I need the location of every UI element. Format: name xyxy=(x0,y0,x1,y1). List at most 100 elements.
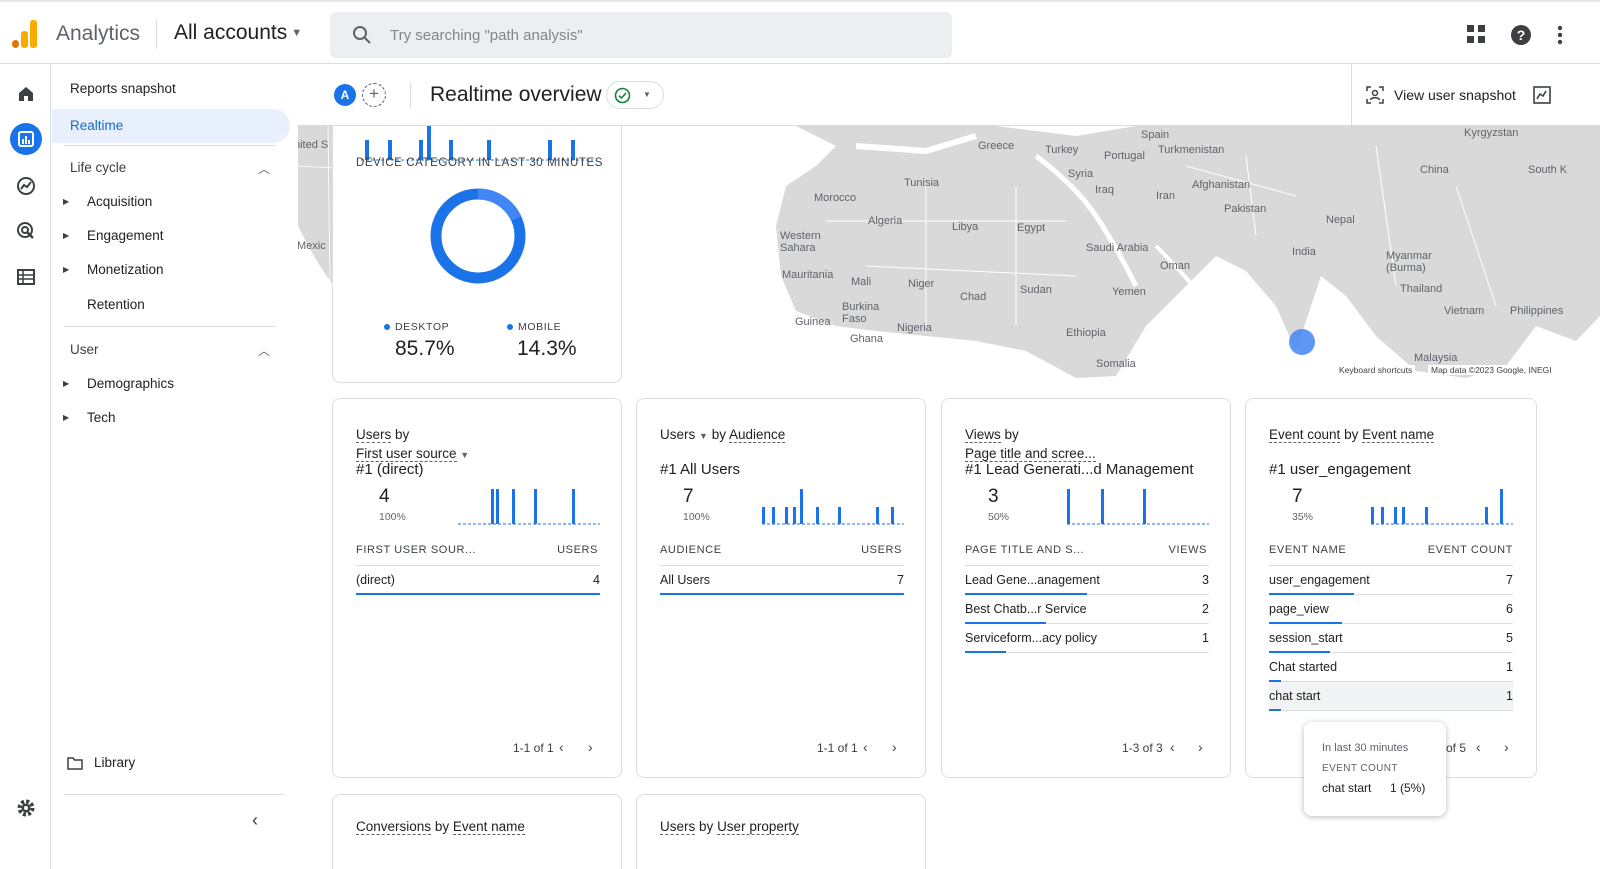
nav-item-retention[interactable]: Retention xyxy=(87,297,145,312)
expand-arrow-icon[interactable]: ▶ xyxy=(63,197,70,206)
metric-selector[interactable]: Conversions xyxy=(356,819,432,835)
rail-home[interactable] xyxy=(10,78,42,110)
dimension-selector[interactable]: Event name xyxy=(1362,427,1435,443)
table-row[interactable]: (direct) 4 xyxy=(356,566,600,595)
rail-configure[interactable] xyxy=(10,261,42,293)
expand-arrow-icon[interactable]: ▶ xyxy=(63,413,70,422)
next-page-chevron-icon[interactable]: › xyxy=(892,739,897,755)
apps-grid-icon[interactable] xyxy=(1466,24,1486,44)
account-selector[interactable]: All accounts ▼ xyxy=(174,21,302,45)
card-title: Users by First user source ▼ xyxy=(356,425,469,465)
help-icon[interactable]: ? xyxy=(1510,24,1532,46)
caret-down-icon[interactable]: ▼ xyxy=(699,431,708,441)
dimension-selector[interactable]: First user source xyxy=(356,446,457,462)
divider xyxy=(64,326,276,327)
rail-explore[interactable] xyxy=(10,170,42,202)
nav-item-engagement[interactable]: Engagement xyxy=(87,228,164,243)
rail-reports[interactable] xyxy=(10,123,42,155)
top-item: #1 All Users xyxy=(660,461,741,478)
account-selector-label: All accounts xyxy=(174,21,288,44)
table-row[interactable]: user_engagement 7 xyxy=(1269,566,1513,595)
svg-text:?: ? xyxy=(1517,27,1526,43)
metric-selector[interactable]: Users xyxy=(660,819,696,835)
nav-reports-snapshot[interactable]: Reports snapshot xyxy=(70,81,176,96)
expand-arrow-icon[interactable]: ▶ xyxy=(63,265,70,274)
nav-item-monetization[interactable]: Monetization xyxy=(87,262,164,277)
row-value: 1 xyxy=(1202,631,1209,645)
map-label: Saudi Arabia xyxy=(1086,242,1149,254)
expand-arrow-icon[interactable]: ▶ xyxy=(63,379,70,388)
card-title: Event count by Event name xyxy=(1269,425,1435,444)
dimension-selector[interactable]: Page title and scree... xyxy=(965,446,1096,462)
table-row[interactable]: Serviceform...acy policy 1 xyxy=(965,624,1209,653)
row-value: 4 xyxy=(593,573,600,587)
next-page-chevron-icon[interactable]: › xyxy=(1198,739,1203,755)
card-title-by: by xyxy=(1344,427,1359,442)
add-comparison-button[interactable]: + xyxy=(362,83,386,107)
nav-section-lifecycle[interactable]: Life cycle xyxy=(70,160,126,175)
metric-selector[interactable]: Users xyxy=(660,427,696,442)
metric-selector[interactable]: Views xyxy=(965,427,1001,443)
comparison-avatar[interactable]: A xyxy=(334,84,356,106)
search-input[interactable] xyxy=(390,12,930,58)
map-left-fragment[interactable] xyxy=(298,126,334,286)
more-vert-icon[interactable] xyxy=(1556,24,1564,46)
row-value: 2 xyxy=(1202,602,1209,616)
edit-report-icon[interactable] xyxy=(1532,85,1552,105)
prev-page-chevron-icon[interactable]: ‹ xyxy=(863,739,868,755)
map-keyboard-shortcuts-link[interactable]: Keyboard shortcuts xyxy=(1336,365,1416,375)
nav-item-acquisition[interactable]: Acquisition xyxy=(87,194,153,209)
legend-dot xyxy=(507,324,513,331)
map-label: nited S xyxy=(298,139,329,151)
caret-down-icon[interactable]: ▼ xyxy=(460,450,470,460)
table-row[interactable]: Chat started 1 xyxy=(1269,653,1513,682)
view-user-snapshot-button[interactable]: View user snapshot xyxy=(1366,84,1552,106)
dimension-selector[interactable]: Audience xyxy=(729,427,786,443)
search-bar[interactable] xyxy=(330,12,952,58)
chevron-up-icon[interactable]: ︿ xyxy=(257,162,270,176)
map-label: Thailand xyxy=(1400,283,1443,295)
pagination-text: 1-1 of 1 xyxy=(513,741,554,755)
table-row[interactable]: session_start 5 xyxy=(1269,624,1513,653)
map-label: China xyxy=(1420,164,1449,176)
table-row[interactable]: chat start 1 xyxy=(1269,682,1513,711)
nav-section-user[interactable]: User xyxy=(70,342,99,357)
prev-page-chevron-icon[interactable]: ‹ xyxy=(559,739,564,755)
rail-admin[interactable] xyxy=(10,792,42,824)
nav-realtime[interactable]: Realtime xyxy=(52,109,290,143)
top-value: 7 xyxy=(1292,486,1303,507)
table-row[interactable]: All Users 7 xyxy=(660,566,904,595)
world-map[interactable] xyxy=(776,126,1600,378)
caret-down-icon: ▼ xyxy=(643,90,651,99)
column-header: FIRST USER SOUR... xyxy=(356,544,476,556)
expand-arrow-icon[interactable]: ▶ xyxy=(63,231,70,240)
status-dropdown[interactable]: ▼ xyxy=(606,81,664,109)
top-item: #1 (direct) xyxy=(356,461,424,478)
table-row[interactable]: Lead Gene...anagement 3 xyxy=(965,566,1209,595)
chevron-up-icon[interactable]: ︿ xyxy=(257,344,270,358)
collapse-nav-chevron-icon[interactable]: ‹ xyxy=(252,810,258,830)
prev-page-chevron-icon[interactable]: ‹ xyxy=(1476,739,1481,755)
nav-item-demographics[interactable]: Demographics xyxy=(87,376,175,391)
explore-icon xyxy=(17,177,35,195)
check-circle-icon xyxy=(614,87,631,104)
nav-library[interactable]: Library xyxy=(94,755,136,770)
metric-selector[interactable]: Users xyxy=(356,427,392,443)
device-donut-chart[interactable] xyxy=(429,187,527,285)
table-row[interactable]: Best Chatb...r Service 2 xyxy=(965,595,1209,624)
rail-advertising[interactable] xyxy=(10,215,42,247)
legend-mobile: MOBILE xyxy=(507,321,561,333)
map-label: Yemen xyxy=(1112,286,1146,298)
tooltip-timeframe: In last 30 minutes xyxy=(1322,742,1409,754)
table-row[interactable]: page_view 6 xyxy=(1269,595,1513,624)
metric-selector[interactable]: Event count xyxy=(1269,427,1341,443)
next-page-chevron-icon[interactable]: › xyxy=(588,739,593,755)
next-page-chevron-icon[interactable]: › xyxy=(1504,739,1509,755)
dimension-selector[interactable]: Event name xyxy=(452,819,525,835)
top-value: 7 xyxy=(683,486,694,507)
nav-item-tech[interactable]: Tech xyxy=(87,410,116,425)
column-header: PAGE TITLE AND S... xyxy=(965,544,1085,556)
prev-page-chevron-icon[interactable]: ‹ xyxy=(1170,739,1175,755)
dimension-selector[interactable]: User property xyxy=(717,819,799,835)
tooltip-metric: EVENT COUNT xyxy=(1322,763,1398,774)
